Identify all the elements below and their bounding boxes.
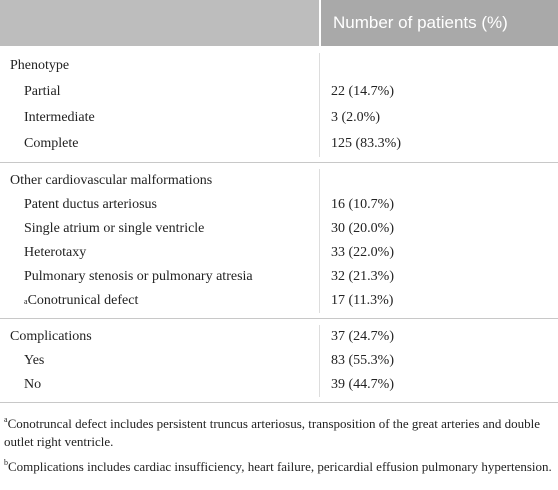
table-row: Pulmonary stenosis or pulmonary atresia 3… (0, 265, 558, 289)
row-label: Yes (0, 349, 320, 373)
value-cell: 16 (10.7%) (331, 197, 394, 212)
table-body: Phenotype Partial 22 (14.7%) Intermediate 3 … (0, 47, 558, 403)
section-label: Other cardiovascular malformations (0, 169, 320, 193)
label-text: Conotrunical defect (27, 293, 139, 308)
label-text: Complications (10, 329, 92, 344)
section-label: Complications (0, 325, 320, 349)
value-cell: 22 (14.7%) (331, 84, 394, 99)
value-cell: 30 (20.0%) (331, 221, 394, 236)
footnotes: aConotruncal defect includes persistent … (0, 403, 558, 476)
page: Number of patients (%) Phenotype Partial 2… (0, 0, 558, 476)
table-row: Heterotaxy 33 (22.0%) (0, 241, 558, 265)
row-label: Patent ductus arteriosus (0, 193, 320, 217)
value-cell: 83 (55.3%) (331, 353, 394, 368)
table-row: Complete 125 (83.3%) (0, 131, 558, 157)
table-row: Partial 22 (14.7%) (0, 79, 558, 105)
value-cell: 39 (44.7%) (331, 377, 394, 392)
value-cell: 37 (24.7%) (331, 329, 394, 344)
label-text: No (24, 377, 42, 392)
header-cell (0, 0, 321, 46)
table-row: a Conotrunical defect 17 (11.3%) (0, 289, 558, 313)
section: Complications 37 (24.7%) Yes 83 (55.3%) No 39… (0, 319, 558, 403)
label-text: Intermediate (24, 110, 95, 125)
value-cell: 32 (21.3%) (331, 269, 394, 284)
footnote-text: Conotruncal defect includes persistent t… (4, 416, 541, 449)
label-text: Yes (24, 353, 45, 368)
section-row: Phenotype (0, 53, 558, 79)
label-text: Heterotaxy (24, 245, 87, 260)
section: Other cardiovascular malformations Patent… (0, 163, 558, 319)
table-row: No 39 (44.7%) (0, 373, 558, 397)
table-row: Patent ductus arteriosus 16 (10.7%) (0, 193, 558, 217)
row-label: a Conotrunical defect (0, 289, 320, 313)
row-label: Partial (0, 79, 320, 105)
row-label: Single atrium or single ventricle (0, 217, 320, 241)
value-cell: 17 (11.3%) (331, 293, 394, 308)
footnote: aConotruncal defect includes persistent … (4, 411, 554, 451)
table-row: Intermediate 3 (2.0%) (0, 105, 558, 131)
value-cell: 125 (83.3%) (331, 136, 401, 151)
row-label: No (0, 373, 320, 397)
section: Phenotype Partial 22 (14.7%) Intermediate 3 … (0, 47, 558, 163)
label-text: Pulmonary stenosis or pulmonary atresia (24, 269, 253, 284)
section-label: Phenotype (0, 53, 320, 79)
footnote-marker: a (24, 296, 28, 306)
row-label: Complete (0, 131, 320, 157)
row-label: Heterotaxy (0, 241, 320, 265)
footnote-text: Complications includes cardiac insuffici… (8, 459, 552, 474)
label-text: Phenotype (10, 58, 70, 73)
header-cell: Number of patients (%) (333, 13, 508, 32)
footnote-marker: a (4, 415, 8, 424)
table-row: Single atrium or single ventricle 30 (20.… (0, 217, 558, 241)
label-text: Partial (24, 84, 61, 99)
section-row: Complications 37 (24.7%) (0, 325, 558, 349)
row-label: Intermediate (0, 105, 320, 131)
row-label: Pulmonary stenosis or pulmonary atresia (0, 265, 320, 289)
label-text: Patent ductus arteriosus (24, 197, 157, 212)
footnote: bComplications includes cardiac insuffic… (4, 454, 554, 476)
label-text: Other cardiovascular malformations (10, 173, 213, 188)
table-row: Yes 83 (55.3%) (0, 349, 558, 373)
table-header: Number of patients (%) (0, 0, 558, 47)
label-text: Single atrium or single ventricle (24, 221, 205, 236)
value-cell: 33 (22.0%) (331, 245, 394, 260)
label-text: Complete (24, 136, 79, 151)
value-cell: 3 (2.0%) (331, 110, 380, 125)
section-row: Other cardiovascular malformations (0, 169, 558, 193)
footnote-marker: b (4, 458, 8, 467)
